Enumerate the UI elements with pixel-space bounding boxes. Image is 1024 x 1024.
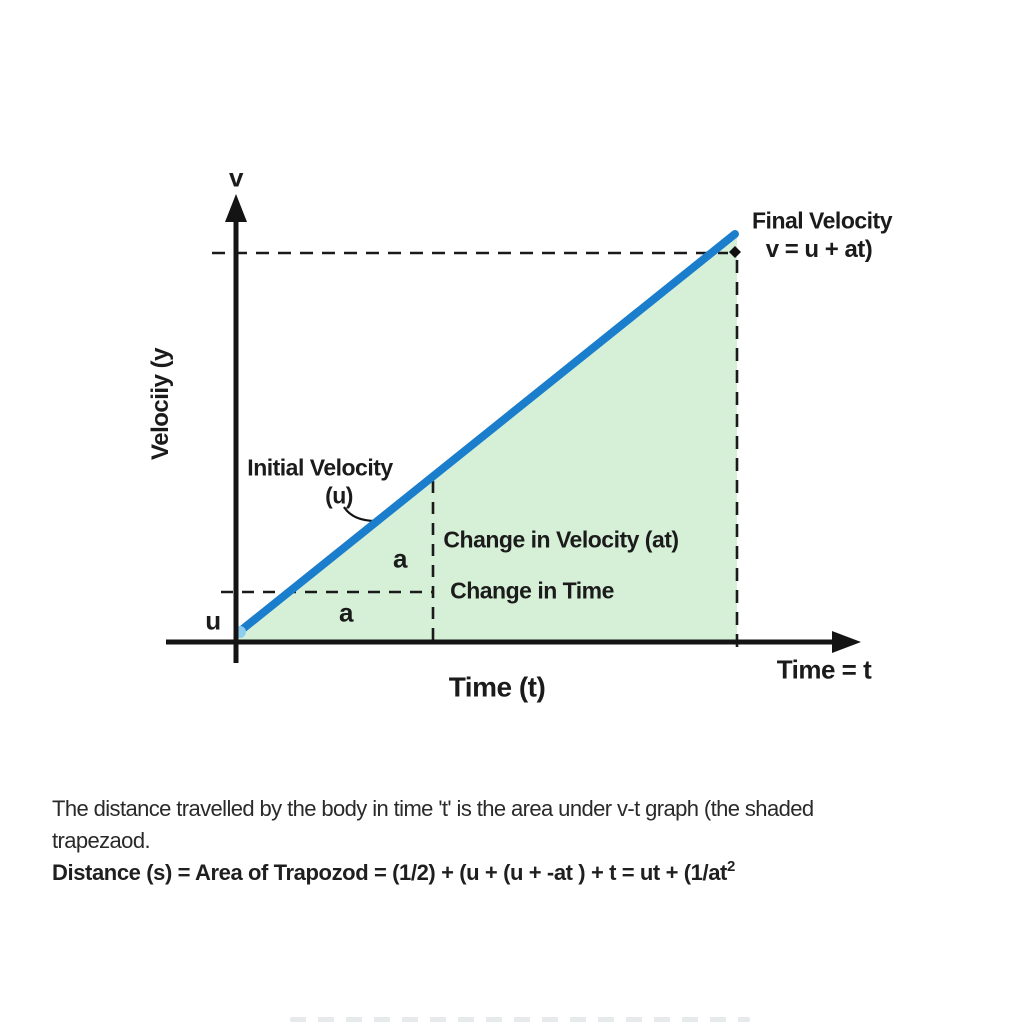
velocity-line [235, 230, 739, 636]
y-axis-title: Velociiy (y [146, 348, 174, 460]
caption-line-2: trapezaod. [52, 828, 151, 853]
origin-u-label: u [205, 605, 221, 636]
distance-formula-main: Distance (s) = Area of Trapozod = (1/2) … [52, 860, 727, 885]
caption-line-1: The distance travelled by the body in ti… [52, 796, 814, 821]
acceleration-label-upper: a [393, 543, 407, 574]
change-in-time-label: Change in Time [450, 577, 614, 604]
intersection-diamond-marker [729, 246, 741, 258]
x-axis-title: Time (t) [448, 671, 546, 703]
x-axis-arrowhead [832, 631, 861, 653]
final-velocity-equation: v = u + at) [765, 235, 873, 263]
initial-velocity-pointer-line [343, 506, 377, 523]
initial-velocity-symbol: (u) [325, 482, 353, 509]
acceleration-label-lower: a [339, 597, 353, 628]
distance-formula: Distance (s) = Area of Trapozod = (1/2) … [52, 858, 735, 886]
y-axis-arrowhead [225, 194, 247, 222]
bottom-watermark-dashes [290, 1017, 750, 1022]
x-axis-end-label: Time = t [776, 654, 872, 685]
change-in-velocity-label: Change in Velocity (at) [443, 526, 679, 553]
initial-velocity-label: Initial Velocity [247, 454, 393, 481]
y-axis-arrow-label: v [229, 162, 243, 193]
distance-formula-exponent: 2 [726, 858, 736, 875]
final-velocity-label: Final Velocity [752, 207, 893, 234]
